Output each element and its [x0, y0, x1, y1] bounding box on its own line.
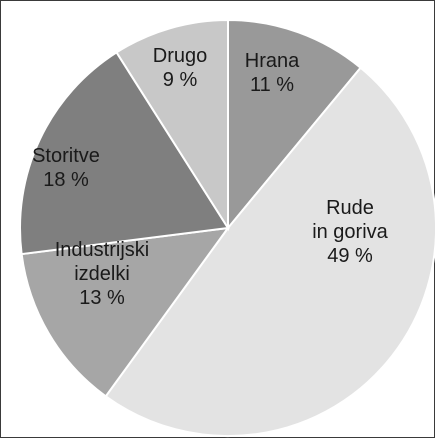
slice-label-line: 49 % [327, 245, 373, 267]
slice-label-industrijski-izdelki: Industrijski izdelki 13 % [55, 239, 149, 309]
slice-label-storitve: Storitve 18 % [32, 145, 100, 191]
slice-label-drugo: Drugo 9 % [153, 45, 207, 91]
pie-slice-hrana [227, 18, 362, 231]
slice-label-line: izdelki [74, 263, 130, 285]
slice-label-line: Industrijski [55, 239, 149, 261]
slice-label-line: in goriva [312, 221, 388, 243]
pie-slice-drugo [115, 18, 229, 232]
slice-label-line: 13 % [79, 287, 125, 309]
slice-label-line: 11 % [250, 74, 294, 96]
pie-slice-industrijski-izdelki [20, 226, 231, 398]
pie-slices [19, 18, 435, 438]
pie-slice-rude-in-goriva [104, 66, 435, 438]
slice-label-line: 9 % [163, 69, 198, 91]
slice-label-hrana: Hrana 11 % [245, 50, 300, 96]
slice-label-line: Rude [326, 197, 374, 219]
slice-label-line: Hrana [245, 50, 300, 72]
slice-label-line: Drugo [153, 45, 207, 67]
slice-label-line: 18 % [43, 169, 89, 191]
pie-slice-storitve [19, 50, 230, 256]
slice-label-rude-in-goriva: Rude in goriva 49 % [312, 197, 388, 267]
slice-label-line: Storitve [32, 145, 100, 167]
pie-labels: Hrana 11 % Rude in goriva 49 % Industrijski iz… [32, 45, 389, 309]
